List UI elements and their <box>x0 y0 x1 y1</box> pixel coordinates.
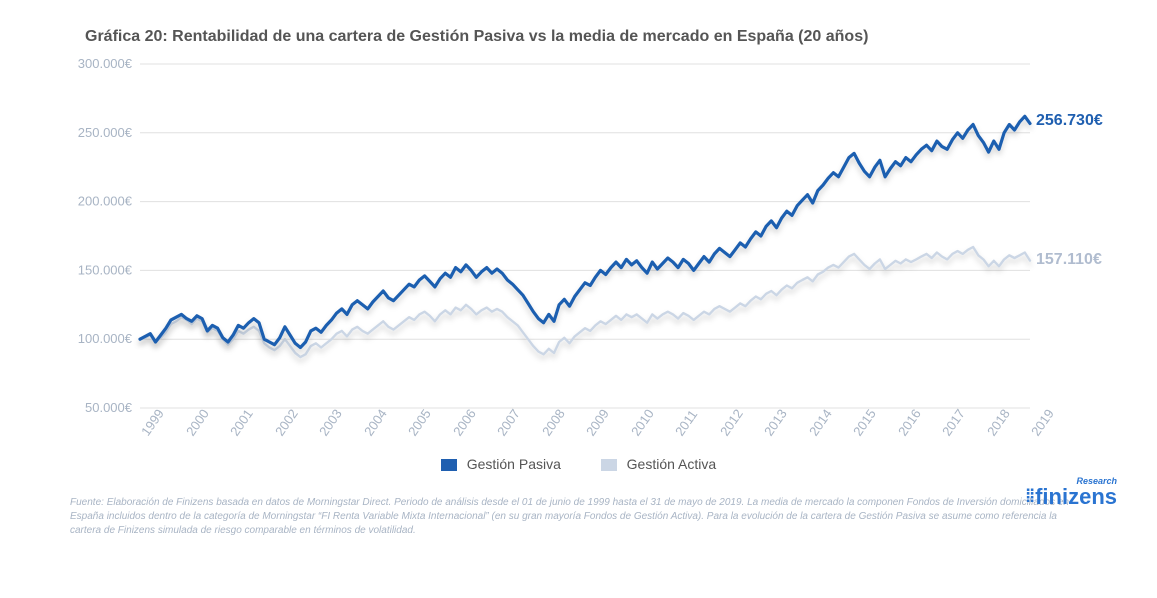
legend-swatch-activa <box>601 459 617 471</box>
brand-name: finizens <box>1035 484 1117 509</box>
legend-swatch-pasiva <box>441 459 457 471</box>
x-axis-tick-labels: 1999200020012002200320042005200620072008… <box>140 416 1030 460</box>
chart-footnote: Fuente: Elaboración de Finizens basada e… <box>70 496 1087 538</box>
chart-svg: 50.000€ 100.000€ 150.000€ 200.000€ 250.000€ 3… <box>70 56 1070 416</box>
svg-text:50.000€: 50.000€ <box>85 400 133 415</box>
brand-logo: Research ⁞⁞finizens <box>1025 484 1117 510</box>
svg-text:250.000€: 250.000€ <box>78 125 133 140</box>
svg-text:100.000€: 100.000€ <box>78 331 133 346</box>
end-value-pasiva: 256.730€ <box>1036 112 1103 130</box>
svg-text:300.000€: 300.000€ <box>78 56 133 71</box>
svg-text:150.000€: 150.000€ <box>78 262 133 277</box>
brand-dots-icon: ⁞⁞ <box>1025 486 1033 507</box>
svg-text:200.000€: 200.000€ <box>78 194 133 209</box>
chart-plot-area: 50.000€ 100.000€ 150.000€ 200.000€ 250.000€ 3… <box>70 56 1070 416</box>
chart-title: Gráfica 20: Rentabilidad de una cartera … <box>85 24 1087 56</box>
end-value-activa: 157.110€ <box>1036 251 1102 269</box>
brand-sup: Research <box>1076 476 1117 486</box>
chart-wrapper: Gráfica 20: Rentabilidad de una cartera … <box>0 0 1157 484</box>
